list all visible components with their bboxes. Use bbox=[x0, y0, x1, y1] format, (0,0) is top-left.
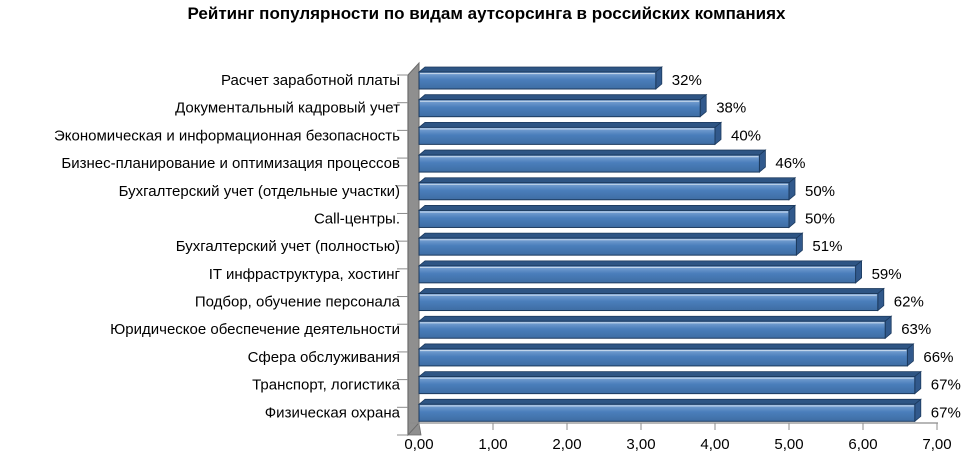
category-label: Бухгалтерский учет (полностью) bbox=[176, 238, 400, 255]
bar-row: Экономическая и информационная безопасно… bbox=[54, 121, 761, 146]
category-label: Физическая охрана bbox=[265, 404, 401, 421]
bar bbox=[418, 376, 916, 395]
bar-top-face bbox=[417, 371, 922, 378]
bar bbox=[418, 293, 879, 312]
bar bbox=[418, 154, 760, 173]
bar-value-label: 67% bbox=[931, 404, 961, 421]
category-label: IT инфраструктура, хостинг bbox=[209, 266, 401, 283]
category-label: Сфера обслуживания bbox=[248, 349, 400, 366]
bar-row: Бизнес-планирование и оптимизация процес… bbox=[61, 149, 805, 173]
bar-top-face bbox=[417, 94, 708, 101]
category-label: Бизнес-планирование и оптимизация процес… bbox=[61, 155, 400, 172]
bar-row: Сфера обслуживания 66% bbox=[248, 343, 953, 367]
category-label: Документальный кадровый учет bbox=[175, 100, 400, 117]
bar-value-label: 50% bbox=[805, 183, 835, 200]
bar bbox=[418, 182, 790, 201]
bar-row: Документальный кадровый учет 38% bbox=[175, 93, 746, 118]
bar-top-face bbox=[417, 66, 663, 73]
x-axis-tick-label: 5,00 bbox=[774, 436, 803, 453]
bar-top-face bbox=[417, 343, 915, 350]
bar-value-label: 46% bbox=[775, 155, 805, 172]
bar-value-label: 32% bbox=[672, 72, 702, 89]
bar-value-label: 63% bbox=[901, 321, 931, 338]
category-label: Бухгалтерский учет (отдельные участки) bbox=[119, 183, 400, 200]
bar-value-label: 66% bbox=[923, 349, 953, 366]
bar-value-label: 67% bbox=[931, 377, 961, 394]
bar-row: Подбор, обучение персонала 62% bbox=[195, 287, 924, 312]
bar bbox=[418, 320, 886, 339]
bar-top-face bbox=[417, 288, 885, 294]
x-axis-tick-label: 6,00 bbox=[848, 436, 877, 453]
x-axis-tick-label: 3,00 bbox=[626, 436, 655, 453]
bar-top-face bbox=[417, 315, 893, 322]
bar-top-face bbox=[417, 121, 723, 128]
category-label: Экономическая и информационная безопасно… bbox=[54, 127, 400, 144]
chart-title: Рейтинг популярности по видам аутсорсинг… bbox=[187, 4, 786, 23]
axis-wall-3d bbox=[407, 61, 420, 437]
bar bbox=[418, 126, 716, 145]
bar-row: Физическая охрана 67% bbox=[265, 398, 961, 423]
bar-top-face bbox=[417, 260, 863, 267]
bar bbox=[418, 403, 916, 422]
bar-row: Транспорт, логистика 67% bbox=[252, 370, 961, 395]
bar-row: Call-центры. 50% bbox=[314, 204, 835, 229]
bar-value-label: 50% bbox=[805, 210, 835, 227]
bar-row: IT инфраструктура, хостинг 59% bbox=[209, 259, 902, 284]
bar bbox=[418, 99, 701, 118]
bar-row: Бухгалтерский учет (полностью) 51% bbox=[176, 232, 842, 257]
bar-value-label: 51% bbox=[812, 238, 842, 255]
bar-value-label: 38% bbox=[716, 100, 746, 117]
bar-value-label: 59% bbox=[872, 266, 902, 283]
category-label: Расчет заработной платы bbox=[221, 72, 400, 89]
x-axis-tick-label: 0,00 bbox=[404, 436, 433, 453]
bar-value-label: 62% bbox=[894, 294, 924, 311]
category-label: Подбор, обучение персонала bbox=[195, 294, 401, 311]
category-label: Call-центры. bbox=[314, 210, 400, 227]
bar-row: Расчет заработной платы 32% bbox=[221, 66, 702, 90]
category-label: Транспорт, логистика bbox=[252, 377, 401, 394]
bar-top-face bbox=[417, 205, 797, 211]
x-axis-tick-label: 2,00 bbox=[552, 436, 581, 453]
bar-value-label: 40% bbox=[731, 127, 761, 144]
x-axis-tick-label: 4,00 bbox=[700, 436, 729, 453]
axis-floor-3d bbox=[407, 422, 422, 436]
bar bbox=[418, 209, 790, 228]
bar bbox=[418, 237, 797, 256]
x-axis-tick-label: 7,00 bbox=[922, 436, 951, 453]
category-label: Юридическое обеспечение деятельности bbox=[110, 321, 400, 338]
bar-top-face bbox=[417, 177, 797, 184]
bar bbox=[418, 265, 857, 284]
bar-top-face bbox=[417, 149, 767, 156]
bar-top-face bbox=[417, 398, 922, 405]
x-axis-tick-label: 1,00 bbox=[478, 436, 507, 453]
bar-top-face bbox=[417, 232, 804, 239]
bar bbox=[418, 71, 657, 90]
bar-row: Юридическое обеспечение деятельности 63% bbox=[110, 315, 931, 340]
bar bbox=[418, 348, 908, 367]
bar-row: Бухгалтерский учет (отдельные участки) 50… bbox=[119, 176, 835, 201]
